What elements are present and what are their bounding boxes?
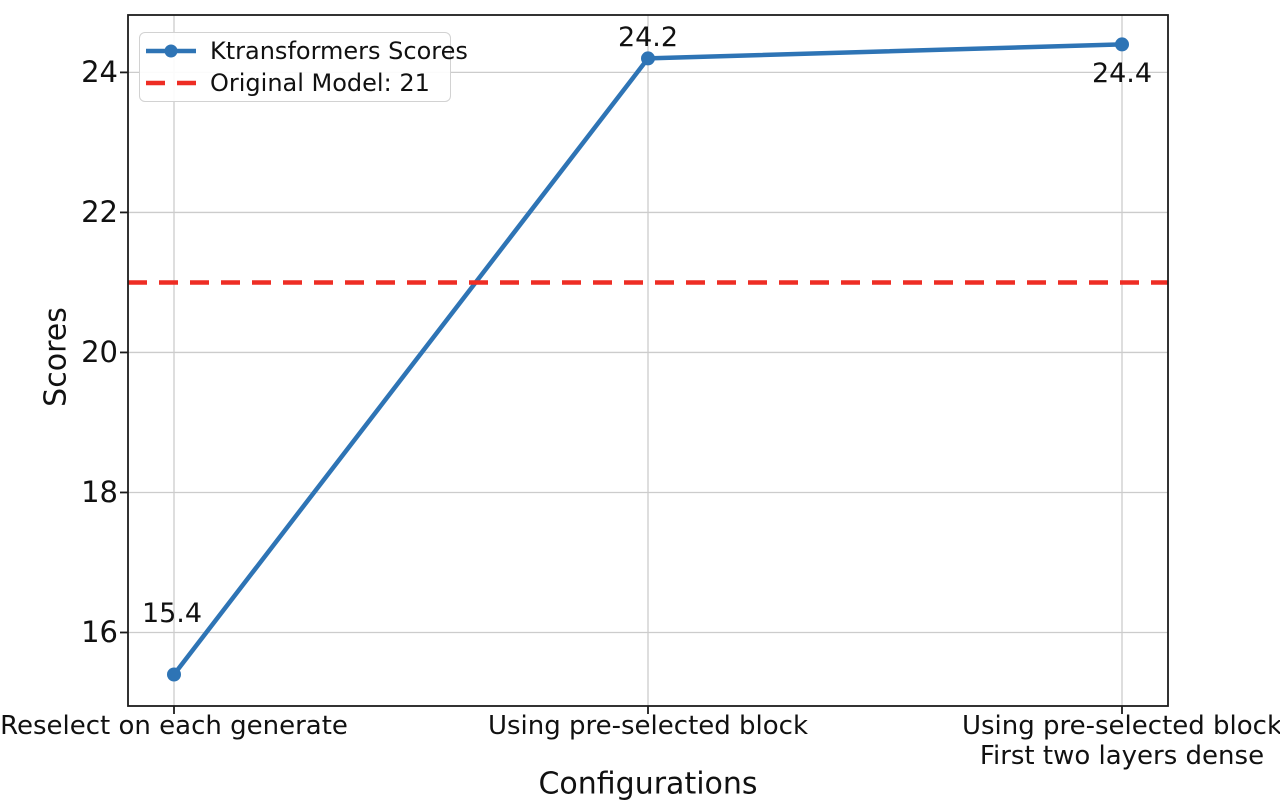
legend-label-reference: Original Model: 21 (210, 68, 430, 97)
red-dashed-line-icon (146, 80, 196, 86)
legend-entry-series: Ktransformers Scores (146, 36, 468, 67)
data-point-label: 15.4 (141, 598, 203, 630)
y-tick-label: 22 (81, 195, 118, 230)
data-point-label: 24.2 (617, 22, 679, 54)
y-tick-label: 18 (81, 475, 118, 510)
legend-label-series: Ktransformers Scores (210, 36, 468, 65)
x-tick-label: Reselect on each generate (0, 711, 348, 741)
x-tick-label: Using pre-selected block (487, 711, 809, 741)
y-tick-label: 16 (81, 615, 118, 650)
data-point-label: 24.4 (1091, 58, 1153, 90)
legend-entry-reference: Original Model: 21 (146, 68, 444, 99)
y-tick-label: 24 (81, 55, 118, 90)
y-tick-label: 20 (81, 335, 118, 370)
x-tick-label: Using pre-selected block First two layer… (961, 711, 1280, 771)
legend: Ktransformers Scores Original Model: 21 (139, 32, 468, 102)
x-axis-label: Configurations (538, 766, 758, 802)
blue-line-marker-icon (146, 44, 196, 58)
